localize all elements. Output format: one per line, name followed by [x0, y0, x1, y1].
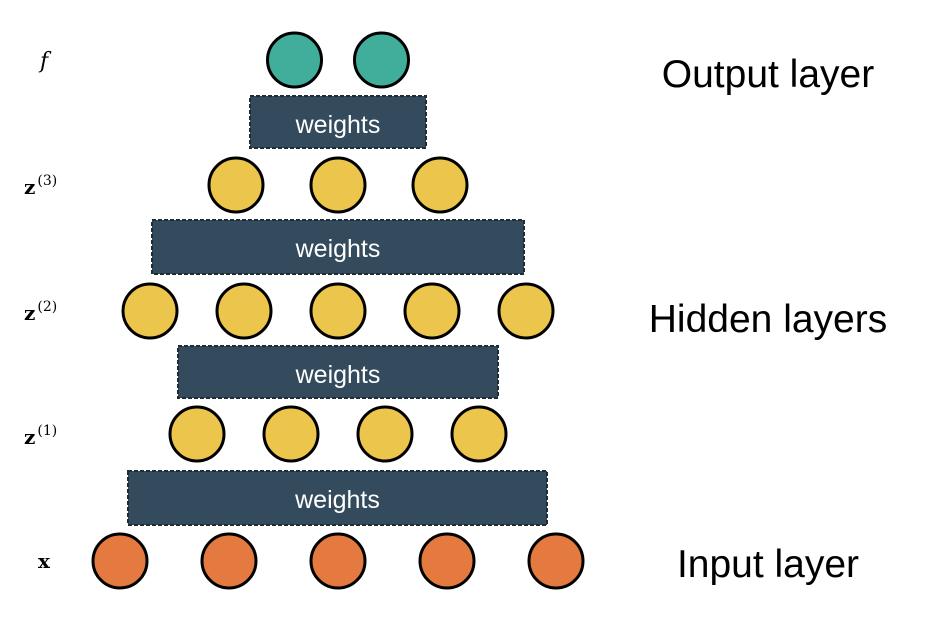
z1-row-label-base: z — [24, 425, 35, 449]
z1-node-2 — [262, 405, 320, 463]
z2-node-3 — [309, 282, 367, 340]
input-node-5 — [527, 532, 585, 590]
output-row-label: f — [38, 49, 52, 74]
input-node-3 — [309, 532, 367, 590]
input-row-label: x — [38, 549, 51, 573]
input-node-1 — [91, 532, 149, 590]
input-node-2 — [200, 532, 258, 590]
z3-row-label-superscript: (3) — [37, 173, 57, 189]
z3-row-label-base: z — [24, 175, 35, 199]
z2-row-label-superscript: (2) — [37, 299, 57, 315]
z3-node-3 — [411, 156, 469, 214]
output-layer-label: Output layer — [662, 53, 874, 96]
output-node-1 — [266, 31, 323, 89]
weights-group: weights weights weights weights — [127, 95, 548, 526]
z2-node-5 — [497, 282, 555, 340]
w-output-label: weights — [295, 111, 381, 139]
input-row-label-base: x — [38, 549, 51, 573]
z1-node-3 — [356, 405, 414, 463]
row-labels-group: fz (3)z (2)z (1)x — [24, 49, 57, 573]
z3-row-label: z (3) — [24, 173, 57, 199]
z1-row-label: z (1) — [24, 423, 57, 449]
z2-row-label: z (2) — [24, 299, 57, 325]
w-output-box — [249, 95, 427, 149]
z1-row-label-superscript: (1) — [37, 423, 57, 439]
output-row-label-base: f — [38, 49, 52, 74]
w-z2-label: weights — [295, 361, 381, 389]
z1-node-4 — [450, 405, 508, 463]
input-node-4 — [418, 532, 476, 590]
z2-node-1 — [121, 282, 179, 340]
z2-node-4 — [403, 282, 461, 340]
hidden-layers-label: Hidden layers — [649, 298, 887, 341]
z2-node-2 — [215, 282, 273, 340]
w-z2-box — [177, 345, 499, 399]
w-z1-box — [127, 470, 548, 526]
w-z3-label: weights — [295, 235, 381, 263]
z3-node-1 — [207, 156, 265, 214]
z2-row-label-base: z — [24, 301, 35, 325]
w-z3-box — [151, 219, 525, 275]
w-z1-label: weights — [294, 486, 380, 514]
z3-node-2 — [309, 156, 367, 214]
input-layer-label: Input layer — [677, 543, 859, 586]
nodes-group — [91, 31, 585, 590]
output-node-2 — [353, 31, 410, 89]
z1-node-1 — [168, 405, 226, 463]
